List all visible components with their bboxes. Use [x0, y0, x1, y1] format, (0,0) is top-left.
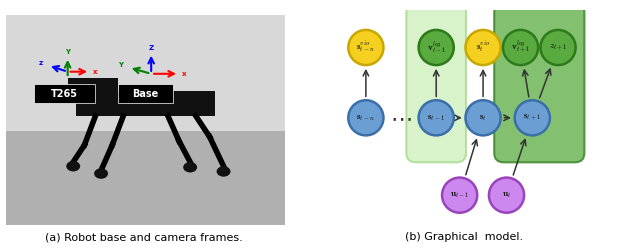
Text: $\mathbf{s}_{t-1}$: $\mathbf{s}_{t-1}$	[427, 113, 445, 122]
Text: (b) Graphical  model.: (b) Graphical model.	[405, 232, 523, 242]
Text: z: z	[38, 60, 43, 66]
Circle shape	[489, 178, 524, 213]
Text: x: x	[182, 71, 186, 77]
Text: $\mathbf{v}^{leg}_{t+1}$: $\mathbf{v}^{leg}_{t+1}$	[511, 39, 530, 56]
Text: $z_{t+1}$: $z_{t+1}$	[549, 42, 567, 52]
Circle shape	[541, 30, 575, 65]
Bar	[118, 84, 173, 103]
Circle shape	[419, 100, 454, 136]
Text: x: x	[93, 69, 97, 75]
Text: (a) Robot base and camera frames.: (a) Robot base and camera frames.	[45, 232, 243, 242]
Text: $\cdots$: $\cdots$	[390, 108, 412, 128]
Text: Y: Y	[65, 49, 70, 55]
Text: $\mathbf{s}^{vio}_{t}$: $\mathbf{s}^{vio}_{t}$	[476, 40, 490, 55]
Circle shape	[465, 100, 500, 136]
Circle shape	[348, 100, 383, 136]
Circle shape	[348, 30, 383, 65]
Text: Base: Base	[132, 89, 159, 99]
Text: $\mathbf{v}^{leg}_{t-1}$: $\mathbf{v}^{leg}_{t-1}$	[426, 39, 446, 56]
Circle shape	[419, 30, 454, 65]
FancyBboxPatch shape	[406, 3, 466, 162]
Bar	[6, 15, 285, 130]
Circle shape	[94, 168, 108, 179]
Text: $\mathbf{u}_{t}$: $\mathbf{u}_{t}$	[502, 190, 511, 200]
Text: $\mathbf{s}_{t}$: $\mathbf{s}_{t}$	[479, 113, 487, 122]
Circle shape	[183, 162, 197, 172]
Bar	[6, 130, 285, 225]
Circle shape	[67, 161, 80, 172]
Circle shape	[442, 178, 477, 213]
Text: $\mathbf{s}^{vio}_{t-n}$: $\mathbf{s}^{vio}_{t-n}$	[356, 40, 376, 55]
Text: Y: Y	[118, 62, 124, 68]
Polygon shape	[76, 90, 215, 116]
FancyBboxPatch shape	[494, 3, 584, 162]
Text: $\mathbf{s}_{t+1}$: $\mathbf{s}_{t+1}$	[524, 113, 541, 123]
Circle shape	[515, 100, 550, 136]
Circle shape	[503, 30, 538, 65]
Text: T265: T265	[51, 89, 78, 99]
Text: $\mathbf{u}_{t-1}$: $\mathbf{u}_{t-1}$	[450, 190, 469, 200]
Polygon shape	[68, 78, 118, 95]
Bar	[35, 84, 95, 103]
Text: $\mathbf{s}_{t-n}$: $\mathbf{s}_{t-n}$	[356, 113, 376, 122]
Circle shape	[465, 30, 500, 65]
Circle shape	[216, 166, 230, 177]
Text: Z: Z	[148, 45, 154, 51]
